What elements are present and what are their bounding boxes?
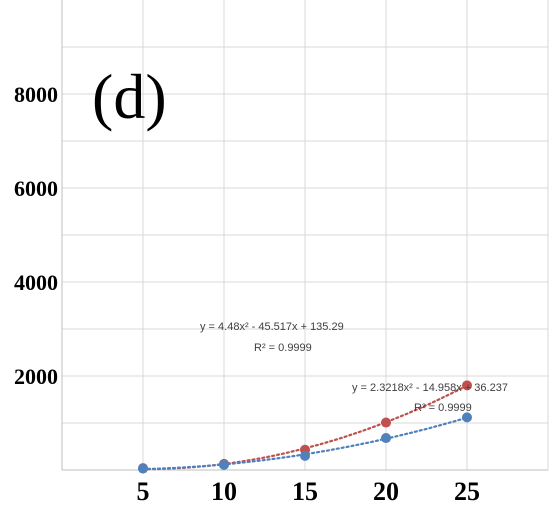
y-ticks: 2000 4000 6000 8000: [14, 82, 58, 389]
x-ticks: 5 10 15 20 25: [137, 477, 481, 506]
y-tick-label: 6000: [14, 176, 58, 201]
data-point-series-0: [462, 380, 472, 391]
equation-series-red: y = 4.48x² - 45.517x + 135.29: [200, 321, 344, 333]
x-tick-label: 20: [373, 477, 399, 506]
panel-label: (d): [92, 61, 167, 132]
data-point-series-1: [138, 463, 148, 474]
data-point-series-1: [381, 433, 391, 444]
x-tick-label: 5: [137, 477, 150, 506]
x-tick-label: 10: [211, 477, 237, 506]
data-point-series-1: [462, 412, 472, 423]
y-tick-label: 2000: [14, 364, 58, 389]
y-tick-label: 8000: [14, 82, 58, 107]
x-tick-label: 15: [292, 477, 318, 506]
r2-series-blue: R² = 0.9999: [414, 402, 472, 414]
r2-series-red: R² = 0.9999: [254, 342, 312, 354]
equation-series-blue: y = 2.3218x² - 14.958x + 36.237: [352, 382, 508, 394]
data-points: [138, 380, 472, 474]
grid: [62, 0, 548, 470]
data-point-series-0: [381, 417, 391, 428]
x-tick-label: 25: [454, 477, 480, 506]
y-tick-label: 4000: [14, 270, 58, 295]
data-point-series-1: [300, 450, 310, 461]
data-point-series-1: [219, 459, 229, 470]
